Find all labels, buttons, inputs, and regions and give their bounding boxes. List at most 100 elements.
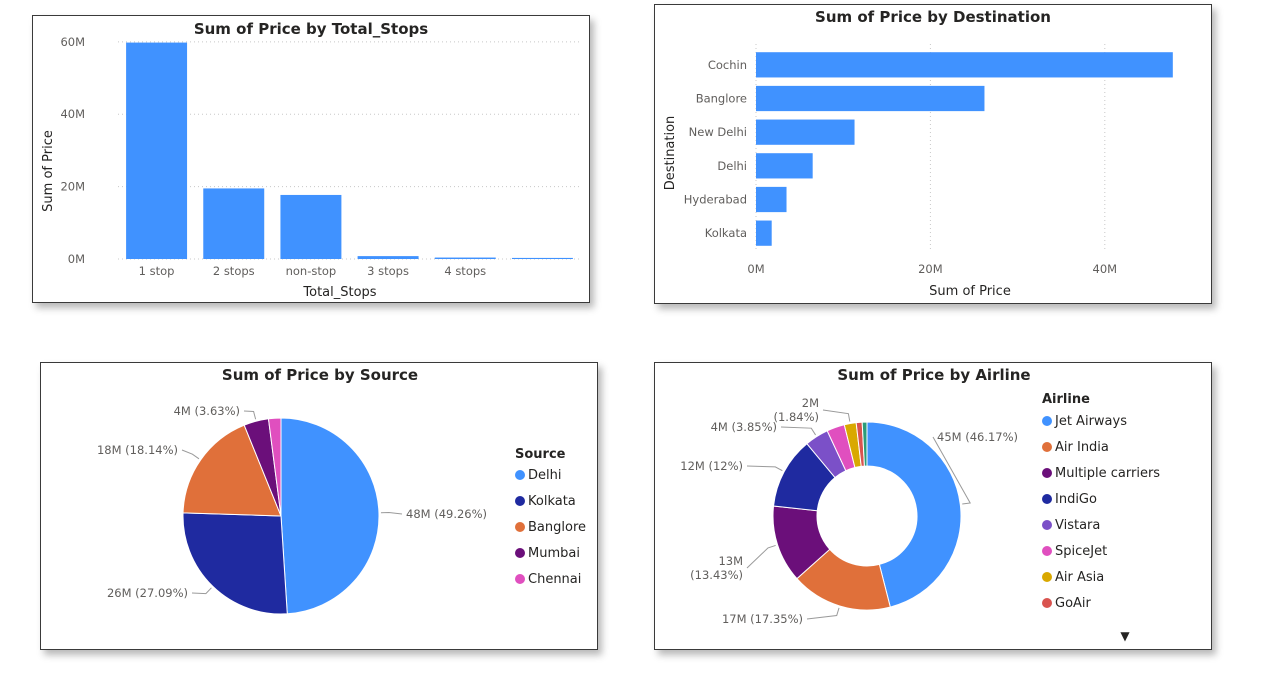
bar (357, 256, 419, 259)
slice (267, 417, 282, 517)
chart-title: Sum of Price by Airline (837, 366, 1030, 384)
y-axis-label: Sum of Price (41, 130, 56, 212)
bar (756, 186, 787, 213)
legend-marker (515, 496, 525, 506)
bar (756, 153, 813, 179)
legend-entry: Banglore (528, 520, 586, 535)
x-tick-label: 3 stops (367, 264, 409, 278)
label-leader-line (746, 465, 783, 472)
label-leader-line (380, 512, 403, 515)
bar (280, 194, 342, 259)
legend-entry: IndiGo (1055, 492, 1097, 507)
slice (182, 424, 282, 517)
slice (861, 421, 868, 467)
legend-entry: GoAir (1055, 596, 1092, 611)
data-label: 48M (49.26%) (406, 507, 487, 521)
legend-marker (1042, 494, 1052, 504)
legend-marker (1042, 572, 1052, 582)
card-source: Sum of Price by Source 48M (49.26%) 26M (… (40, 362, 598, 650)
legend-entry: SpiceJet (1055, 544, 1107, 559)
legend-marker (1042, 442, 1052, 452)
legend-marker (1042, 468, 1052, 478)
y-tick-label: 20M (60, 180, 85, 194)
legend-entry: Mumbai (528, 546, 580, 561)
bar (203, 188, 265, 259)
data-label: (1.84%) (773, 410, 819, 424)
legend-marker (515, 470, 525, 480)
chart-total-stops: Sum of Price by Total_Stops 0M20M40M60M … (41, 20, 581, 300)
data-label: 26M (27.09%) (107, 586, 188, 600)
legend-entry: Air Asia (1055, 570, 1104, 585)
chart-title: Sum of Price by Destination (815, 8, 1051, 26)
label-leader-line (746, 544, 776, 569)
y-tick-label: Hyderabad (684, 193, 747, 207)
bar (126, 42, 188, 260)
y-tick-label: Banglore (696, 92, 747, 106)
bar (756, 85, 985, 112)
chart-title: Sum of Price by Source (222, 366, 418, 384)
chart-airline: Sum of Price by Airline 45M (46.17%) 17M … (680, 366, 1160, 643)
x-tick-label: 40M (1093, 262, 1118, 276)
y-tick-label: New Delhi (689, 125, 747, 139)
y-tick-label: Cochin (708, 58, 747, 72)
slice (280, 417, 380, 615)
y-tick-label: Delhi (717, 159, 747, 173)
x-tick-label: non-stop (286, 264, 337, 278)
x-axis-label: Total_Stops (302, 285, 376, 300)
legend-entry: Delhi (528, 468, 561, 483)
label-leader-line (181, 449, 200, 460)
y-tick-label: 60M (60, 35, 85, 49)
legend-marker (515, 548, 525, 558)
bar (511, 257, 573, 259)
x-tick-label: 1 stop (139, 264, 175, 278)
legend-entry: Air India (1055, 440, 1109, 455)
y-tick-label: 0M (68, 252, 85, 266)
data-label: 12M (12%) (680, 459, 743, 473)
data-label: 4M (3.63%) (174, 404, 240, 418)
legend-marker (1042, 520, 1052, 530)
legend-marker (1042, 416, 1052, 426)
label-leader-line (822, 409, 851, 422)
y-tick-label: Kolkata (705, 226, 747, 240)
data-label: 45M (46.17%) (937, 430, 1018, 444)
bar (756, 52, 1173, 78)
label-leader-line (932, 436, 971, 505)
data-label: 2M (802, 396, 819, 410)
x-tick-label: 4 stops (444, 264, 486, 278)
label-leader-line (243, 410, 257, 420)
data-label: 17M (17.35%) (722, 612, 803, 626)
chart-title: Sum of Price by Total_Stops (194, 20, 428, 38)
bar (434, 257, 496, 259)
y-tick-label: 40M (60, 107, 85, 121)
legend-more-arrow-icon[interactable]: ▼ (1120, 629, 1130, 643)
card-airline: Sum of Price by Airline 45M (46.17%) 17M … (654, 362, 1212, 650)
legend-entry: Jet Airways (1054, 414, 1127, 429)
data-label: (13.43%) (690, 568, 743, 582)
legend-title: Source (515, 447, 566, 462)
x-tick-label: 2 stops (213, 264, 255, 278)
legend-marker (515, 522, 525, 532)
x-tick-label: 0M (747, 262, 764, 276)
bar (756, 220, 772, 246)
x-axis-label: Sum of Price (929, 284, 1011, 299)
legend-entry: Multiple carriers (1055, 466, 1160, 481)
x-tick-label: 20M (918, 262, 943, 276)
legend-marker (1042, 546, 1052, 556)
legend-entry: Chennai (528, 572, 581, 587)
chart-destination: Sum of Price by Destination Cochin Banglo… (663, 8, 1173, 299)
slice (182, 512, 288, 615)
data-label: 4M (3.85%) (711, 420, 777, 434)
legend-entry: Kolkata (528, 494, 576, 509)
chart-source: Sum of Price by Source 48M (49.26%) 26M (… (97, 366, 586, 615)
label-leader-line (191, 587, 212, 595)
data-label: 13M (718, 554, 743, 568)
legend-marker (515, 574, 525, 584)
legend-marker (1042, 598, 1052, 608)
card-total-stops: Sum of Price by Total_Stops 0M 20M 40M 60M … (32, 15, 590, 303)
slice (866, 421, 962, 608)
card-destination: Sum of Price by Destination Cochin Banglo… (654, 4, 1212, 304)
legend-title: Airline (1042, 392, 1090, 407)
data-label: 18M (18.14%) (97, 443, 178, 457)
y-axis-label: Destination (663, 116, 678, 191)
label-leader-line (780, 426, 816, 436)
